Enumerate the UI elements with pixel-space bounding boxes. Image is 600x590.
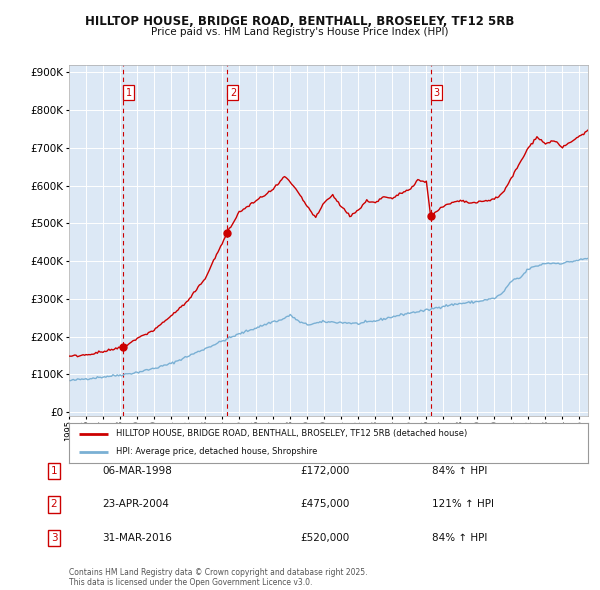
Text: £520,000: £520,000 — [300, 533, 349, 543]
Text: 1: 1 — [50, 466, 58, 476]
Text: HILLTOP HOUSE, BRIDGE ROAD, BENTHALL, BROSELEY, TF12 5RB (detached house): HILLTOP HOUSE, BRIDGE ROAD, BENTHALL, BR… — [116, 430, 467, 438]
Text: 121% ↑ HPI: 121% ↑ HPI — [432, 500, 494, 509]
Text: 31-MAR-2016: 31-MAR-2016 — [102, 533, 172, 543]
Text: Contains HM Land Registry data © Crown copyright and database right 2025.
This d: Contains HM Land Registry data © Crown c… — [69, 568, 367, 587]
Text: 06-MAR-1998: 06-MAR-1998 — [102, 466, 172, 476]
Text: 3: 3 — [433, 87, 439, 97]
Text: HILLTOP HOUSE, BRIDGE ROAD, BENTHALL, BROSELEY, TF12 5RB: HILLTOP HOUSE, BRIDGE ROAD, BENTHALL, BR… — [85, 15, 515, 28]
Text: Price paid vs. HM Land Registry's House Price Index (HPI): Price paid vs. HM Land Registry's House … — [151, 27, 449, 37]
Text: £172,000: £172,000 — [300, 466, 349, 476]
Text: £475,000: £475,000 — [300, 500, 349, 509]
Text: 84% ↑ HPI: 84% ↑ HPI — [432, 466, 487, 476]
Text: 23-APR-2004: 23-APR-2004 — [102, 500, 169, 509]
Text: HPI: Average price, detached house, Shropshire: HPI: Average price, detached house, Shro… — [116, 447, 317, 457]
Text: 2: 2 — [230, 87, 236, 97]
Text: 84% ↑ HPI: 84% ↑ HPI — [432, 533, 487, 543]
Text: 2: 2 — [50, 500, 58, 509]
Text: 3: 3 — [50, 533, 58, 543]
Text: 1: 1 — [125, 87, 131, 97]
